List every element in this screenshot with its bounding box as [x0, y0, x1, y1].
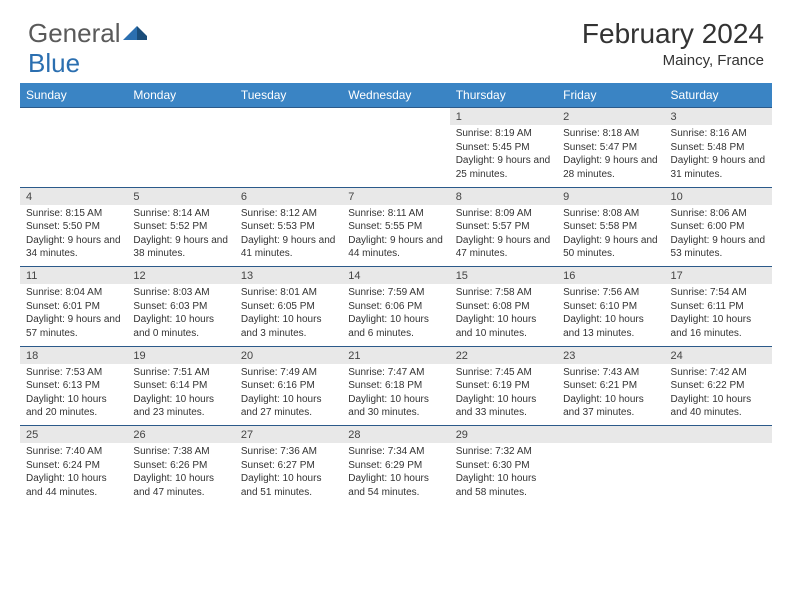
empty-cell — [665, 443, 772, 505]
day-number: 1 — [450, 108, 557, 126]
day-number: 20 — [235, 346, 342, 364]
day-number: 22 — [450, 346, 557, 364]
day-cell: Sunrise: 7:34 AMSunset: 6:29 PMDaylight:… — [342, 443, 449, 505]
month-title: February 2024 — [582, 18, 764, 50]
logo-text-general: General — [28, 18, 121, 49]
day-number: 19 — [127, 346, 234, 364]
empty-cell — [342, 125, 449, 187]
day-cell: Sunrise: 7:56 AMSunset: 6:10 PMDaylight:… — [557, 284, 664, 346]
header: General February 2024 Maincy, France — [0, 0, 792, 75]
day-cell: Sunrise: 8:19 AMSunset: 5:45 PMDaylight:… — [450, 125, 557, 187]
empty-cell — [235, 125, 342, 187]
day-cell: Sunrise: 8:16 AMSunset: 5:48 PMDaylight:… — [665, 125, 772, 187]
day-number: 4 — [20, 187, 127, 205]
day-cell: Sunrise: 8:15 AMSunset: 5:50 PMDaylight:… — [20, 205, 127, 267]
day-header-row: SundayMondayTuesdayWednesdayThursdayFrid… — [20, 83, 772, 108]
day-cell: Sunrise: 7:49 AMSunset: 6:16 PMDaylight:… — [235, 364, 342, 426]
day-number: 10 — [665, 187, 772, 205]
day-number: 11 — [20, 267, 127, 285]
day-number: 5 — [127, 187, 234, 205]
location: Maincy, France — [582, 52, 764, 69]
day-header: Monday — [127, 83, 234, 108]
week-content-row: Sunrise: 7:40 AMSunset: 6:24 PMDaylight:… — [20, 443, 772, 505]
empty-cell — [665, 426, 772, 444]
day-cell: Sunrise: 7:53 AMSunset: 6:13 PMDaylight:… — [20, 364, 127, 426]
day-header: Friday — [557, 83, 664, 108]
logo-sub: Blue — [28, 48, 80, 79]
empty-cell — [20, 125, 127, 187]
day-number: 3 — [665, 108, 772, 126]
day-number: 23 — [557, 346, 664, 364]
week-num-row: 11121314151617 — [20, 267, 772, 285]
day-number: 18 — [20, 346, 127, 364]
day-header: Saturday — [665, 83, 772, 108]
day-number: 16 — [557, 267, 664, 285]
empty-cell — [557, 443, 664, 505]
day-cell: Sunrise: 7:51 AMSunset: 6:14 PMDaylight:… — [127, 364, 234, 426]
empty-cell — [127, 108, 234, 126]
empty-cell — [127, 125, 234, 187]
day-cell: Sunrise: 8:11 AMSunset: 5:55 PMDaylight:… — [342, 205, 449, 267]
week-num-row: 45678910 — [20, 187, 772, 205]
logo-triangle-icon — [123, 22, 149, 42]
day-number: 21 — [342, 346, 449, 364]
day-cell: Sunrise: 7:38 AMSunset: 6:26 PMDaylight:… — [127, 443, 234, 505]
day-cell: Sunrise: 7:54 AMSunset: 6:11 PMDaylight:… — [665, 284, 772, 346]
day-cell: Sunrise: 8:01 AMSunset: 6:05 PMDaylight:… — [235, 284, 342, 346]
week-num-row: 2526272829 — [20, 426, 772, 444]
day-header: Wednesday — [342, 83, 449, 108]
day-cell: Sunrise: 8:18 AMSunset: 5:47 PMDaylight:… — [557, 125, 664, 187]
day-number: 17 — [665, 267, 772, 285]
day-number: 9 — [557, 187, 664, 205]
day-cell: Sunrise: 7:36 AMSunset: 6:27 PMDaylight:… — [235, 443, 342, 505]
day-number: 29 — [450, 426, 557, 444]
day-number: 15 — [450, 267, 557, 285]
day-number: 25 — [20, 426, 127, 444]
day-number: 27 — [235, 426, 342, 444]
day-cell: Sunrise: 8:04 AMSunset: 6:01 PMDaylight:… — [20, 284, 127, 346]
day-cell: Sunrise: 8:03 AMSunset: 6:03 PMDaylight:… — [127, 284, 234, 346]
empty-cell — [342, 108, 449, 126]
week-content-row: Sunrise: 8:15 AMSunset: 5:50 PMDaylight:… — [20, 205, 772, 267]
calendar-table: SundayMondayTuesdayWednesdayThursdayFrid… — [20, 83, 772, 505]
day-cell: Sunrise: 7:32 AMSunset: 6:30 PMDaylight:… — [450, 443, 557, 505]
day-number: 26 — [127, 426, 234, 444]
empty-cell — [557, 426, 664, 444]
week-content-row: Sunrise: 8:19 AMSunset: 5:45 PMDaylight:… — [20, 125, 772, 187]
day-cell: Sunrise: 8:09 AMSunset: 5:57 PMDaylight:… — [450, 205, 557, 267]
calendar-body: 123Sunrise: 8:19 AMSunset: 5:45 PMDaylig… — [20, 108, 772, 506]
day-number: 28 — [342, 426, 449, 444]
day-cell: Sunrise: 7:43 AMSunset: 6:21 PMDaylight:… — [557, 364, 664, 426]
day-cell: Sunrise: 7:58 AMSunset: 6:08 PMDaylight:… — [450, 284, 557, 346]
day-number: 13 — [235, 267, 342, 285]
day-cell: Sunrise: 7:42 AMSunset: 6:22 PMDaylight:… — [665, 364, 772, 426]
logo-text-blue: Blue — [28, 48, 80, 78]
title-block: February 2024 Maincy, France — [582, 18, 764, 69]
empty-cell — [20, 108, 127, 126]
day-number: 12 — [127, 267, 234, 285]
day-cell: Sunrise: 7:59 AMSunset: 6:06 PMDaylight:… — [342, 284, 449, 346]
week-num-row: 18192021222324 — [20, 346, 772, 364]
day-cell: Sunrise: 8:06 AMSunset: 6:00 PMDaylight:… — [665, 205, 772, 267]
day-number: 6 — [235, 187, 342, 205]
day-header: Thursday — [450, 83, 557, 108]
empty-cell — [235, 108, 342, 126]
day-number: 2 — [557, 108, 664, 126]
day-number: 14 — [342, 267, 449, 285]
day-cell: Sunrise: 7:45 AMSunset: 6:19 PMDaylight:… — [450, 364, 557, 426]
week-num-row: 123 — [20, 108, 772, 126]
day-header: Sunday — [20, 83, 127, 108]
day-number: 7 — [342, 187, 449, 205]
day-cell: Sunrise: 7:47 AMSunset: 6:18 PMDaylight:… — [342, 364, 449, 426]
day-cell: Sunrise: 8:12 AMSunset: 5:53 PMDaylight:… — [235, 205, 342, 267]
day-cell: Sunrise: 8:08 AMSunset: 5:58 PMDaylight:… — [557, 205, 664, 267]
week-content-row: Sunrise: 8:04 AMSunset: 6:01 PMDaylight:… — [20, 284, 772, 346]
day-header: Tuesday — [235, 83, 342, 108]
day-cell: Sunrise: 8:14 AMSunset: 5:52 PMDaylight:… — [127, 205, 234, 267]
day-number: 8 — [450, 187, 557, 205]
day-number: 24 — [665, 346, 772, 364]
logo: General — [28, 18, 149, 49]
week-content-row: Sunrise: 7:53 AMSunset: 6:13 PMDaylight:… — [20, 364, 772, 426]
day-cell: Sunrise: 7:40 AMSunset: 6:24 PMDaylight:… — [20, 443, 127, 505]
